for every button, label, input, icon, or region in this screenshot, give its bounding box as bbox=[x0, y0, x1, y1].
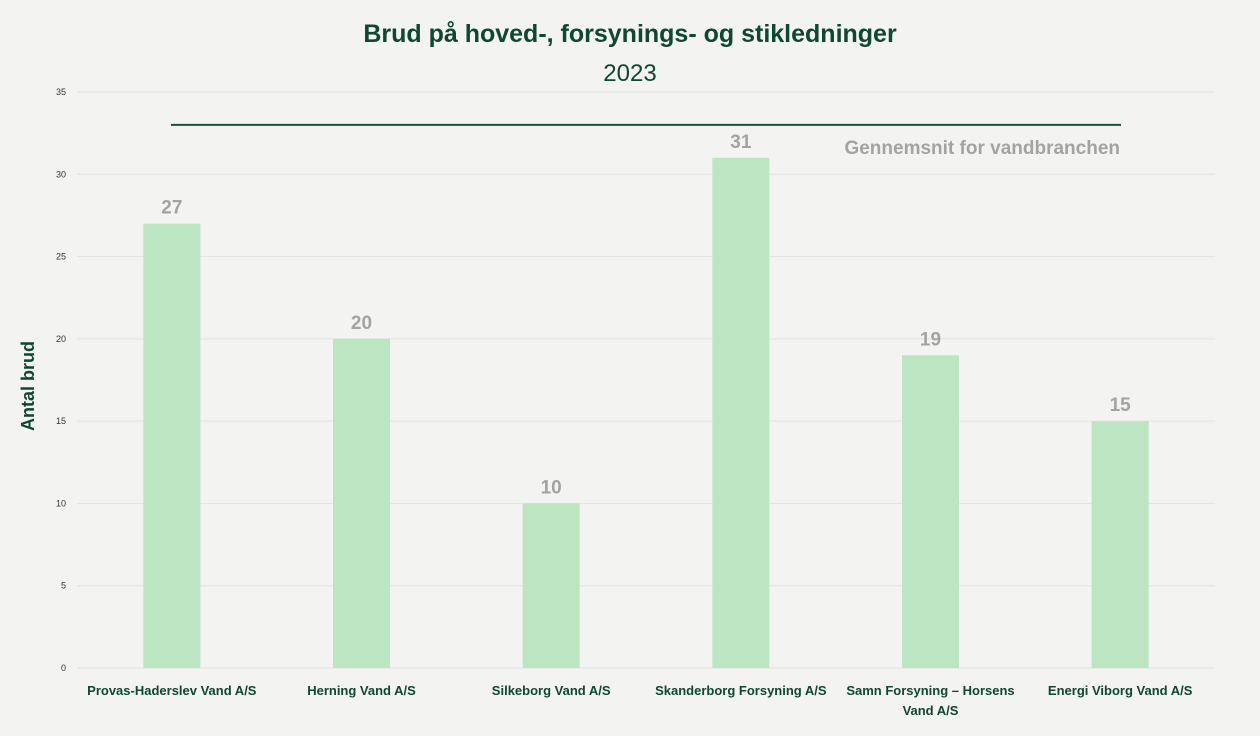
y-tick-label: 25 bbox=[56, 252, 66, 262]
y-tick-label: 0 bbox=[61, 663, 66, 673]
data-label: 15 bbox=[1110, 395, 1132, 416]
y-axis-label: Antal brud bbox=[18, 341, 38, 431]
y-tick-label: 5 bbox=[61, 581, 66, 591]
chart-title: Brud på hoved-, forsynings- og stikledni… bbox=[363, 20, 897, 48]
bar bbox=[522, 503, 580, 668]
x-tick-label: Skanderborg Forsyning A/S bbox=[655, 683, 827, 698]
y-tick-label: 35 bbox=[56, 87, 66, 97]
bar bbox=[143, 223, 201, 668]
data-label: 20 bbox=[351, 313, 372, 334]
data-label: 27 bbox=[161, 198, 182, 219]
y-tick-label: 15 bbox=[56, 416, 66, 426]
chart-subtitle: 2023 bbox=[603, 60, 656, 87]
x-tick-label: Energi Viborg Vand A/S bbox=[1048, 683, 1193, 698]
bar bbox=[1091, 421, 1149, 668]
data-label: 10 bbox=[541, 477, 562, 498]
data-label: 19 bbox=[920, 329, 941, 350]
bar bbox=[333, 338, 390, 668]
data-label: 31 bbox=[730, 132, 752, 153]
x-tick-label: Silkeborg Vand A/S bbox=[492, 683, 611, 698]
bar bbox=[902, 355, 959, 668]
x-tick-label: Provas-Haderslev Vand A/S bbox=[87, 683, 257, 698]
y-tick-label: 20 bbox=[56, 334, 66, 344]
x-tick-label: Herning Vand A/S bbox=[307, 683, 416, 698]
average-line-label: Gennemsnit for vandbranchen bbox=[844, 138, 1120, 159]
x-tick-label: Samn Forsyning – Horsens Vand A/S bbox=[846, 683, 1014, 718]
y-tick-label: 30 bbox=[56, 169, 66, 179]
bar bbox=[712, 157, 770, 669]
y-tick-label: 10 bbox=[56, 498, 66, 508]
